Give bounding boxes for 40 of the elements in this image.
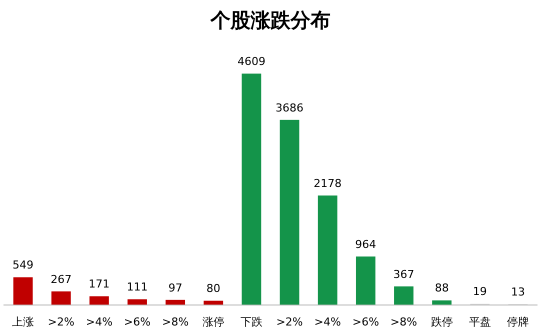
bar [394, 286, 414, 305]
bar [13, 277, 33, 305]
data-label: 171 [88, 278, 110, 291]
data-label: 97 [168, 281, 182, 294]
x-tick-label: >2% [276, 315, 303, 328]
data-label: 3686 [276, 101, 304, 114]
x-tick-label: >2% [48, 315, 74, 328]
x-tick-label: >4% [314, 315, 341, 328]
x-tick-label: >6% [352, 315, 380, 328]
data-label: 267 [50, 272, 72, 286]
x-tick-label: 跌停 [430, 315, 453, 328]
bar [432, 300, 452, 305]
chart-title: 个股涨跌分布 [210, 8, 330, 32]
x-tick-label: 平盘 [468, 315, 491, 328]
bar [128, 299, 147, 305]
data-label: 367 [393, 268, 414, 281]
data-label: 13 [510, 286, 525, 299]
bar [89, 296, 109, 305]
data-label: 19 [472, 285, 487, 298]
x-tick-label: 下跌 [240, 315, 262, 328]
x-tick-label: >8% [162, 315, 189, 328]
data-label: 88 [434, 282, 449, 295]
data-label: 111 [126, 280, 148, 294]
x-tick-label: >8% [390, 315, 418, 328]
bar [356, 256, 376, 305]
data-label: 964 [355, 238, 376, 251]
bar [166, 300, 186, 305]
x-tick-label: >6% [124, 315, 151, 328]
bar [318, 196, 338, 305]
data-label: 4609 [237, 54, 266, 68]
x-tick-label: 停牌 [506, 315, 529, 328]
bar [242, 74, 262, 305]
x-tick-label: 上涨 [12, 315, 34, 328]
x-tick-label: 涨停 [202, 315, 224, 328]
data-label: 549 [12, 258, 34, 272]
data-label: 80 [206, 282, 220, 296]
data-label: 2178 [314, 176, 342, 190]
bar [280, 120, 300, 305]
x-tick-label: >4% [86, 315, 113, 328]
bar [51, 291, 71, 305]
